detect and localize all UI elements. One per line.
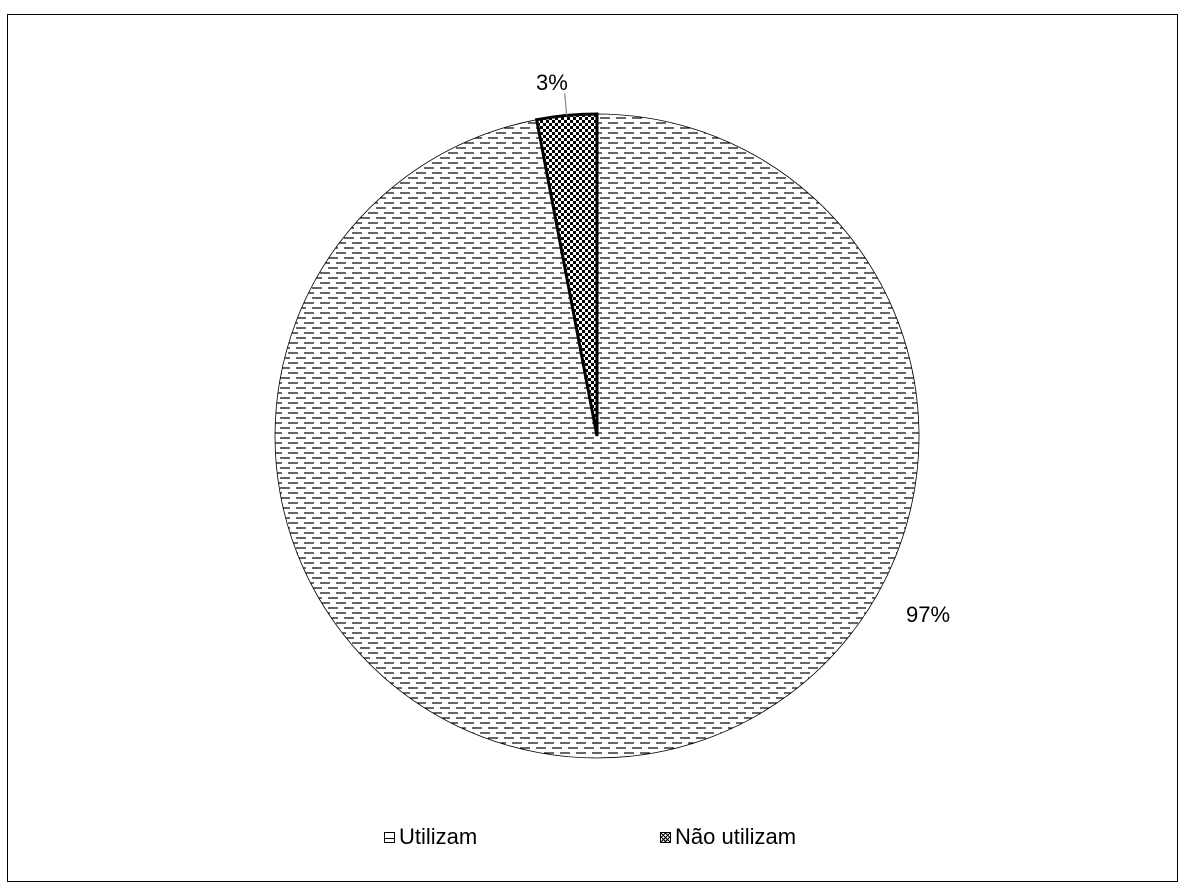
legend-swatch-nao-utilizam bbox=[660, 831, 671, 843]
pie-slice-nao-utilizam bbox=[534, 112, 599, 437]
legend-label-utilizam: Utilizam bbox=[399, 824, 478, 849]
leader-line-nao-utilizam bbox=[564, 93, 568, 116]
legend-item-utilizam: Utilizam bbox=[384, 824, 477, 850]
legend-label-nao-utilizam: Não utilizam bbox=[675, 824, 797, 849]
data-label-utilizam: 97% bbox=[906, 602, 950, 627]
data-label-nao-utilizam: 3% bbox=[536, 70, 568, 95]
legend-swatch-utilizam bbox=[384, 831, 395, 843]
legend: Utilizam Não utilizam bbox=[0, 824, 1189, 854]
legend-item-nao-utilizam: Não utilizam bbox=[660, 824, 796, 850]
